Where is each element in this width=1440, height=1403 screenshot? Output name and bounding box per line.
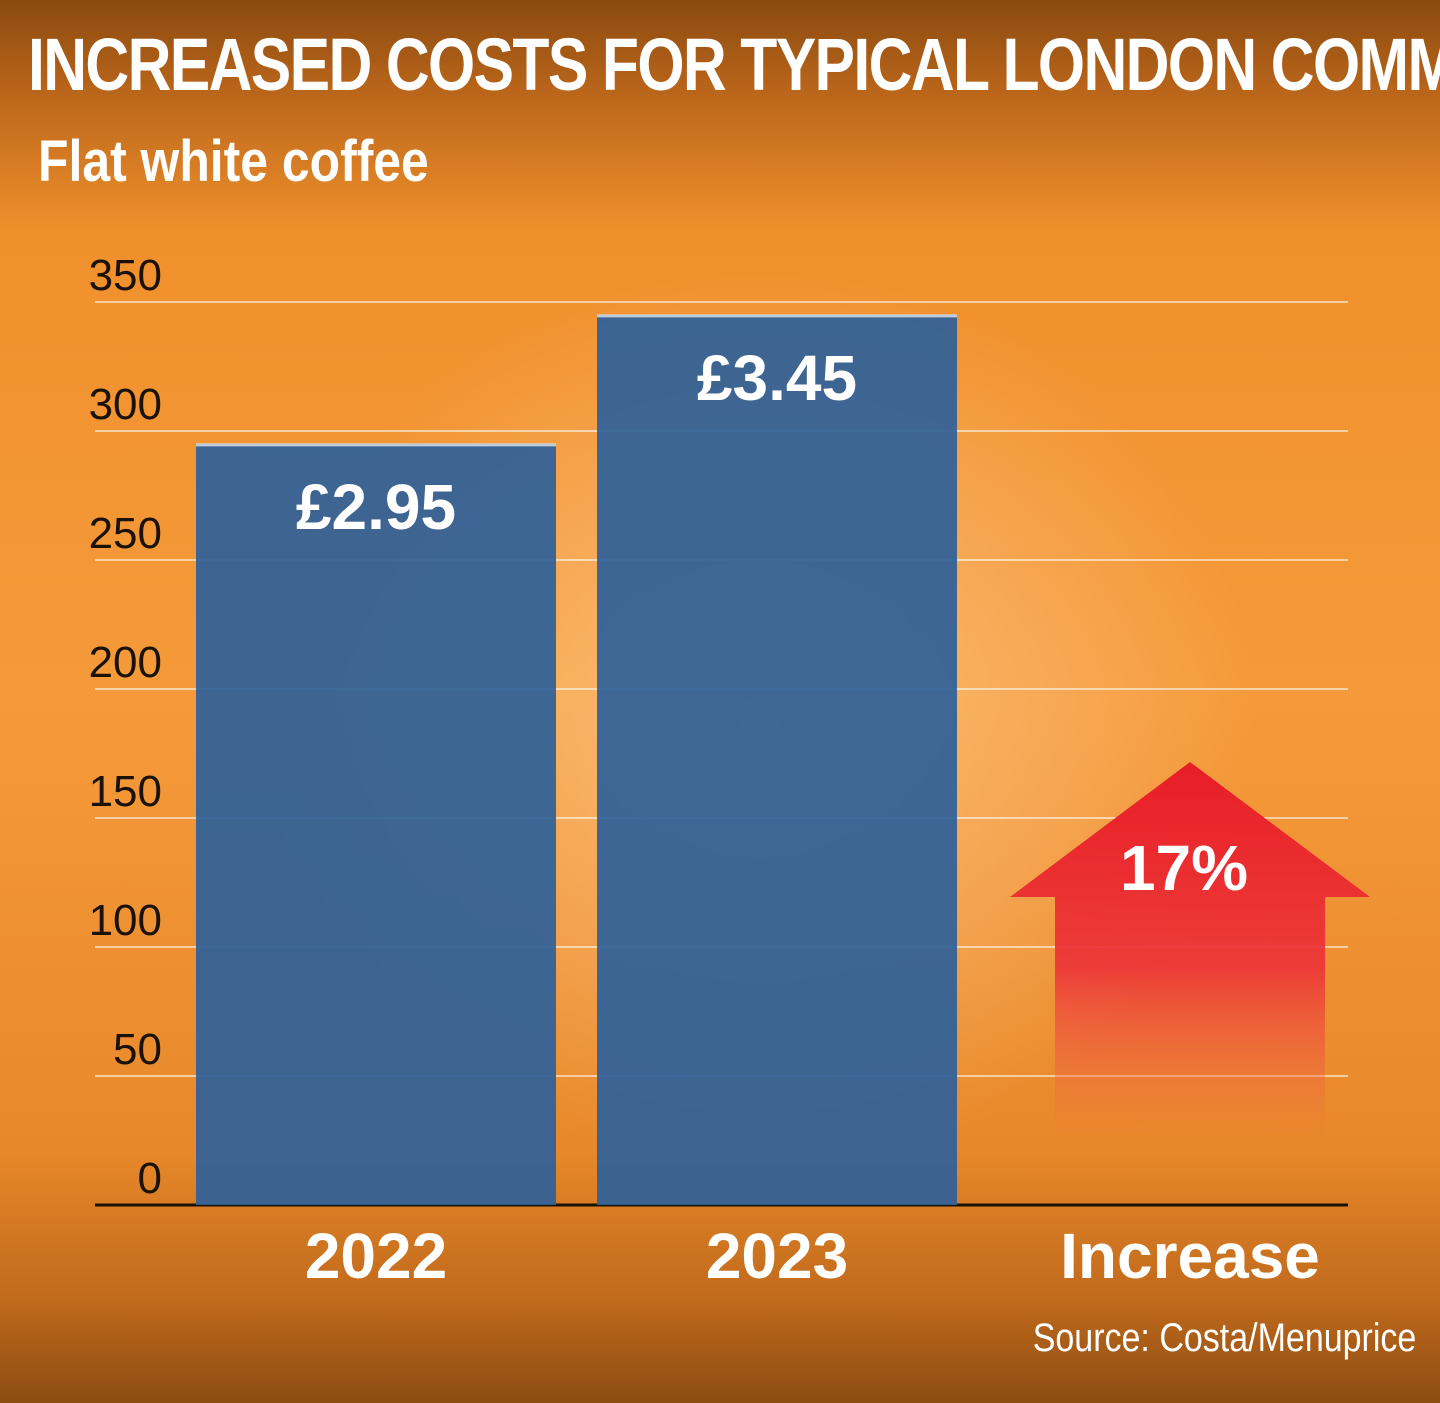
y-tick-label: 250 [89,509,162,558]
y-tick-label: 100 [89,896,162,945]
bar-2023 [597,314,957,1205]
increase-arrow [1010,762,1370,1135]
y-tick-label: 200 [89,638,162,687]
y-tick-label: 0 [138,1154,162,1203]
y-tick-label: 350 [89,251,162,300]
y-tick-label: 300 [89,380,162,429]
bar-2022 [196,443,556,1205]
y-tick-label: 50 [113,1025,162,1074]
source-note: Source: Costa/Menuprice [1032,1316,1416,1360]
x-category-label: 2023 [706,1220,848,1292]
increase-value-label: 17% [1120,832,1248,904]
bar-value-label: £3.45 [697,342,857,414]
x-category-label: 2022 [305,1220,447,1292]
bar-value-label: £2.95 [296,471,456,543]
x-category-label: Increase [1060,1220,1320,1292]
chart-subtitle: Flat white coffee [38,129,429,194]
y-tick-label: 150 [89,767,162,816]
